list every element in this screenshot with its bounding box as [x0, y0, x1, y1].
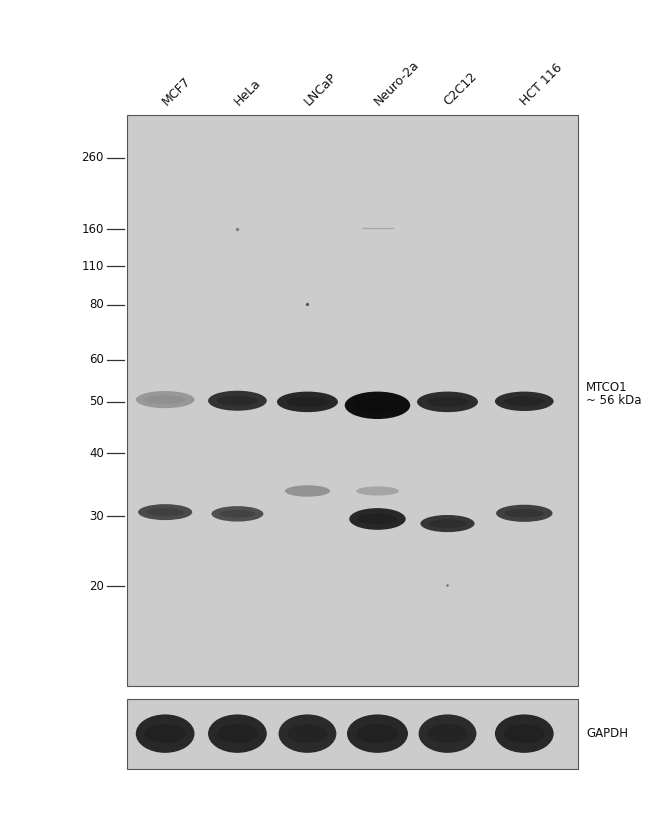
Ellipse shape	[211, 506, 263, 521]
Ellipse shape	[495, 391, 554, 411]
Text: HCT 116: HCT 116	[518, 62, 566, 109]
Ellipse shape	[144, 395, 186, 404]
Ellipse shape	[138, 504, 192, 520]
Text: 80: 80	[89, 298, 104, 312]
Text: 30: 30	[89, 510, 104, 523]
Text: 40: 40	[89, 447, 104, 459]
Text: 20: 20	[89, 580, 104, 593]
Text: MTCO1: MTCO1	[586, 381, 628, 394]
Ellipse shape	[208, 390, 266, 411]
Ellipse shape	[286, 397, 329, 407]
Ellipse shape	[427, 724, 468, 743]
Ellipse shape	[356, 487, 399, 496]
Ellipse shape	[426, 397, 469, 407]
Ellipse shape	[347, 714, 408, 753]
Text: 60: 60	[89, 353, 104, 366]
Text: 160: 160	[82, 223, 104, 236]
Ellipse shape	[417, 391, 478, 412]
Ellipse shape	[495, 714, 554, 753]
Ellipse shape	[136, 714, 194, 753]
Ellipse shape	[219, 510, 255, 518]
Ellipse shape	[208, 714, 266, 753]
Ellipse shape	[277, 391, 338, 412]
Text: HeLa: HeLa	[231, 76, 263, 109]
Ellipse shape	[428, 520, 467, 528]
Bar	[127, 115, 578, 686]
Ellipse shape	[504, 509, 544, 518]
Ellipse shape	[356, 724, 399, 743]
Ellipse shape	[419, 714, 476, 753]
Ellipse shape	[504, 396, 545, 406]
Ellipse shape	[287, 724, 328, 743]
Ellipse shape	[349, 508, 406, 530]
Text: ~ 56 kDa: ~ 56 kDa	[586, 395, 642, 407]
Ellipse shape	[344, 391, 410, 419]
Ellipse shape	[496, 505, 552, 522]
Text: 260: 260	[82, 151, 104, 164]
Ellipse shape	[354, 399, 400, 412]
Ellipse shape	[217, 395, 258, 406]
Text: GAPDH: GAPDH	[586, 727, 629, 740]
Text: 50: 50	[89, 395, 104, 409]
Ellipse shape	[421, 515, 474, 532]
Ellipse shape	[279, 714, 336, 753]
Ellipse shape	[217, 724, 258, 743]
Bar	[127, 699, 578, 769]
Ellipse shape	[504, 724, 545, 743]
Text: Neuro-2a: Neuro-2a	[372, 58, 422, 109]
Text: MCF7: MCF7	[159, 75, 193, 109]
Text: 110: 110	[82, 260, 104, 273]
Ellipse shape	[146, 508, 184, 516]
Text: LNCaP: LNCaP	[302, 71, 339, 109]
Ellipse shape	[144, 724, 186, 743]
Ellipse shape	[285, 485, 330, 496]
Ellipse shape	[136, 391, 194, 409]
Ellipse shape	[358, 514, 397, 524]
Text: C2C12: C2C12	[441, 70, 480, 109]
